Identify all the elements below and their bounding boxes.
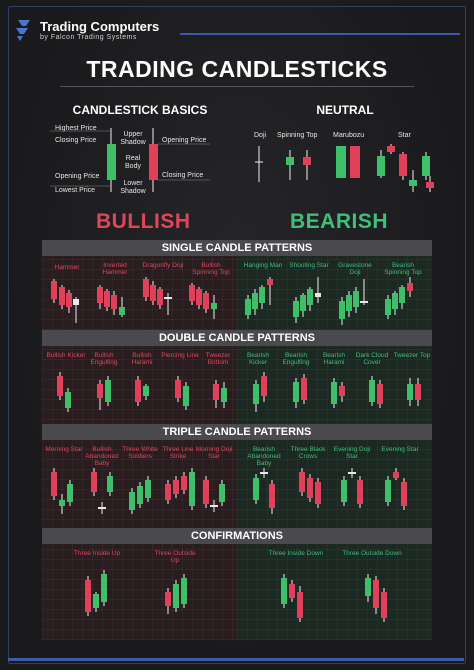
pattern-label: Hammer	[54, 264, 80, 271]
neutral-marubozu-label: Marubozu	[333, 132, 365, 139]
label-opening-price-left: Opening Price	[55, 173, 100, 180]
pattern-label: Tweezer Top	[393, 352, 431, 359]
pattern-label: Gravestone Doji	[338, 262, 372, 276]
pattern-label: Dark Cloud Cover	[355, 352, 389, 366]
confirmations-bar: CONFIRMATIONS	[42, 528, 432, 544]
neutral-candles	[255, 144, 434, 192]
pattern-label: Three Line Strike	[162, 446, 194, 460]
triple-patterns-candles	[51, 468, 407, 514]
label-opening-price-right: Opening Price	[162, 137, 207, 144]
pattern-label: Bearish Abandoned Baby	[247, 446, 281, 467]
pattern-label: Bullish Harami	[131, 352, 153, 366]
pattern-label: Morning Doji Star	[195, 446, 233, 460]
pattern-label: Bearish Engulfing	[282, 352, 310, 366]
pattern-label: Bullish Abandoned Baby	[85, 446, 119, 467]
confirmations-candles	[85, 570, 387, 622]
brand-subtitle: by Falcon Trading Systems	[40, 33, 137, 41]
neutral-star-label: Star	[398, 132, 411, 139]
pattern-label: Dragonfly Doji	[142, 262, 184, 269]
label-lower-shadow: Lower Shadow	[120, 180, 146, 195]
bearish-panel	[237, 240, 432, 640]
single-patterns-candles	[51, 277, 413, 325]
pattern-label: Inverted Hammer	[102, 262, 128, 276]
pattern-label: Bearish Spinning Top	[384, 262, 422, 276]
pattern-label: Tweezer Bottom	[205, 352, 231, 366]
pattern-label: Evening Doji Star	[333, 446, 371, 460]
page-title: TRADING CANDLESTICKS	[86, 56, 388, 82]
pattern-label: Evening Star	[381, 446, 419, 453]
label-lowest-price: Lowest Price	[55, 187, 96, 194]
pattern-label: Bullish Kicker	[46, 352, 86, 359]
title-rule	[60, 86, 414, 87]
pattern-label: Shooting Star	[289, 262, 329, 269]
label-closing-price-right: Closing Price	[162, 172, 204, 179]
pattern-label: Hanging Man	[243, 262, 283, 269]
pattern-label: Bearish Harami	[322, 352, 346, 366]
pattern-label: Bearish Kicker	[246, 352, 270, 366]
label-highest-price: Highest Price	[55, 125, 97, 132]
pattern-label: Three Black Crows	[290, 446, 326, 460]
double-patterns-bar: DOUBLE CANDLE PATTERNS	[42, 330, 432, 346]
pattern-label: Three Inside Up	[73, 550, 121, 557]
label-upper-shadow: Upper Shadow	[120, 131, 146, 146]
bearish-heading: BEARISH	[290, 210, 389, 233]
falcon-logo-icon	[16, 20, 30, 41]
label-closing-price-left: Closing Price	[55, 137, 97, 144]
single-patterns-bar: SINGLE CANDLE PATTERNS	[42, 240, 432, 256]
double-patterns-candles	[57, 372, 421, 412]
pattern-label: Bullish Engulfing	[90, 352, 118, 366]
brand-rule	[180, 33, 460, 35]
basics-heading: CANDLESTICK BASICS	[72, 103, 208, 117]
pattern-label: Morning Star	[45, 446, 83, 453]
brand: Trading Computers by Falcon Trading Syst…	[14, 18, 159, 42]
bottom-rule	[8, 658, 464, 661]
label-real-body: Real Body	[125, 155, 141, 170]
pattern-label: Bullish Spinning Top	[192, 262, 230, 276]
neutral-heading: NEUTRAL	[316, 103, 374, 117]
brand-name: Trading Computers	[40, 18, 160, 34]
pattern-label: Three Inside Down	[268, 550, 324, 557]
pattern-label: Three Outside Up	[154, 550, 196, 564]
neutral-spinning-top-label: Spinning Top	[277, 132, 318, 139]
triple-patterns-bar: TRIPLE CANDLE PATTERNS	[42, 424, 432, 440]
pattern-label: Three Outside Down	[342, 550, 402, 557]
neutral-doji-label: Doji	[254, 132, 267, 139]
page-frame	[8, 6, 466, 664]
pattern-label: Three White Soldiers	[122, 446, 158, 460]
pattern-label: Piercing Line	[161, 352, 199, 359]
basics-candles	[50, 128, 210, 192]
bullish-heading: BULLISH	[96, 210, 191, 233]
